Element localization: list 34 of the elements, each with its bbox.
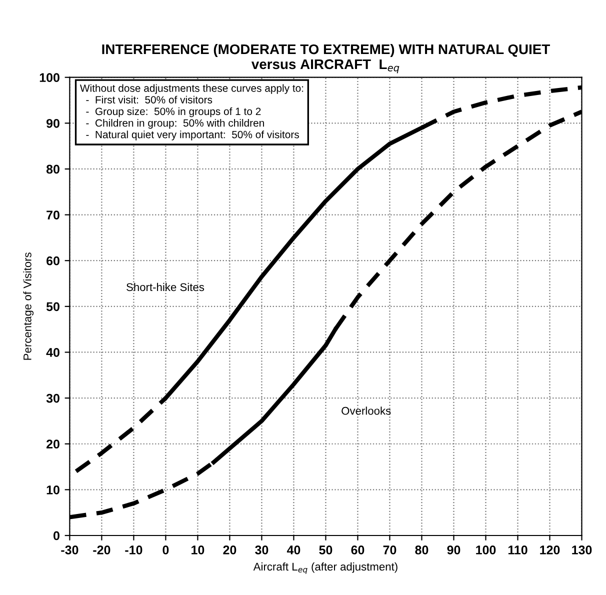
- y-tick-label: 0: [54, 531, 60, 540]
- x-tick-label: 10: [192, 546, 204, 554]
- x-tick-label: 110: [508, 546, 528, 554]
- chart-title: INTERFERENCE (MODERATE TO EXTREME) WITH NATURAL QUIET versus AIRCRAFT L$_{eq}$: [102, 44, 550, 74]
- y-tick-label: 60: [46, 256, 60, 266]
- x-tick-label: 60: [351, 546, 364, 554]
- x-tick-label: 50: [319, 546, 332, 554]
- y-tick-label: 10: [46, 485, 60, 494]
- x-tick-label: 90: [447, 546, 460, 554]
- annotation: Without dose adjustments these curves apply to: - First visit: 50% of visitors - Group size: 50% in groups of 1 to 2 - Children in group: 50% with children - Natural quiet very important: 50% of visitors: [80, 84, 304, 140]
- y-tick-label: 90: [46, 118, 60, 128]
- y-tick-label: 20: [46, 440, 60, 449]
- x-tick-label: 100: [476, 546, 496, 554]
- annotation: Overlooks: [342, 406, 391, 415]
- x-tick-label: -10: [125, 546, 142, 554]
- x-tick-label: 40: [286, 546, 300, 554]
- x-axis-title: Aircraft L$_{eq}$ (after adjustment): [253, 562, 398, 574]
- x-tick-label: 70: [383, 546, 396, 554]
- x-tick-label: 130: [572, 546, 592, 554]
- x-tick-label: 30: [255, 546, 268, 554]
- y-tick-label: 70: [46, 210, 60, 220]
- y-tick-label: 50: [46, 302, 60, 312]
- x-tick-label: 120: [540, 546, 560, 554]
- y-tick-label: 30: [46, 394, 60, 403]
- x-tick-label: -20: [93, 546, 110, 554]
- x-tick-label: 80: [415, 546, 428, 554]
- x-tick-label: 0: [162, 546, 169, 554]
- annotation: Short-hike Sites: [126, 282, 204, 292]
- y-tick-label: 100: [40, 73, 60, 82]
- x-tick-label: 20: [223, 546, 236, 554]
- y-tick-label: 80: [46, 164, 60, 174]
- y-axis-title: Percentage of Visitors: [23, 252, 34, 360]
- y-tick-label: 40: [46, 348, 60, 357]
- x-tick-label: -30: [61, 546, 78, 554]
